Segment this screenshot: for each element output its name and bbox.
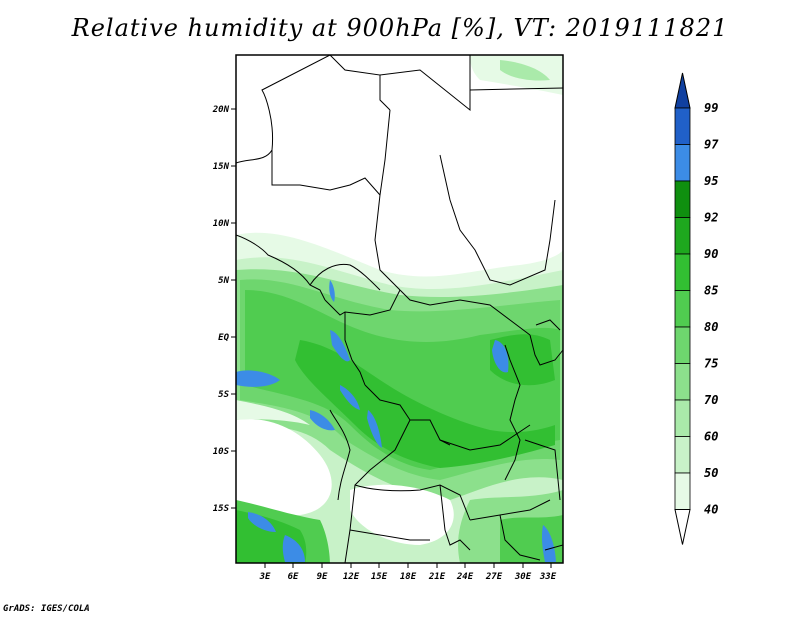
lon-label: 18E bbox=[400, 572, 417, 582]
lon-label: 3E bbox=[259, 572, 271, 582]
colorbar-label: 60 bbox=[704, 430, 718, 444]
colorbar-label: 40 bbox=[704, 503, 718, 517]
colorbar-label: 90 bbox=[704, 247, 718, 261]
lat-label: 5S bbox=[218, 390, 229, 400]
lat-label: 5N bbox=[218, 276, 229, 286]
lon-label: 15E bbox=[371, 572, 388, 582]
lon-label: 21E bbox=[428, 572, 446, 582]
colorbar-label: 85 bbox=[704, 284, 718, 298]
colorbar-segment bbox=[674, 363, 691, 401]
colorbar-segment bbox=[674, 180, 691, 218]
map-frame bbox=[235, 54, 564, 564]
lon-label: 30E bbox=[514, 572, 532, 582]
lat-label: 10S bbox=[213, 447, 230, 457]
colorbar: 99 97 95 92 90 85 80 75 70 60 50 40 bbox=[674, 72, 719, 545]
colorbar-segment bbox=[674, 144, 691, 182]
colorbar-label: 75 bbox=[704, 357, 718, 371]
colorbar-segment bbox=[674, 253, 691, 291]
colorbar-segment bbox=[674, 399, 691, 437]
latitude-labels: 20N 15N 10N 5N EQ 5S 10S 15S bbox=[212, 105, 230, 514]
longitude-labels: 3E 6E 9E 12E 15E 18E 21E 24E 27E 30E 33E bbox=[259, 572, 557, 582]
lon-label: 33E bbox=[539, 572, 557, 582]
credit-text: GrADS: IGES/COLA bbox=[3, 604, 90, 614]
colorbar-segment bbox=[674, 290, 691, 328]
colorbar-segment bbox=[674, 217, 691, 255]
colorbar-bottom-triangle bbox=[674, 509, 691, 545]
colorbar-label: 92 bbox=[704, 211, 718, 225]
lon-label: 24E bbox=[456, 572, 474, 582]
lat-label: EQ bbox=[218, 333, 229, 343]
humidity-field bbox=[236, 55, 563, 563]
colorbar-label: 95 bbox=[704, 174, 718, 188]
chart-title: Relative humidity at 900hPa [%], VT: 201… bbox=[71, 14, 729, 42]
colorbar-segment bbox=[674, 326, 691, 364]
colorbar-label: 70 bbox=[704, 393, 718, 407]
lat-label: 10N bbox=[213, 219, 230, 229]
lon-label: 27E bbox=[485, 572, 503, 582]
lon-label: 12E bbox=[343, 572, 360, 582]
lat-label: 15S bbox=[213, 504, 230, 514]
lon-label: 6E bbox=[288, 572, 299, 582]
lat-label: 15N bbox=[213, 162, 230, 172]
colorbar-top-triangle bbox=[674, 72, 691, 109]
colorbar-label: 80 bbox=[704, 320, 718, 334]
lon-label: 9E bbox=[317, 572, 328, 582]
country-borders bbox=[236, 55, 563, 563]
colorbar-label: 50 bbox=[704, 466, 718, 480]
axis-ticks bbox=[231, 108, 552, 568]
colorbar-label: 99 bbox=[704, 101, 718, 115]
colorbar-label: 97 bbox=[704, 138, 719, 152]
lat-label: 20N bbox=[212, 105, 230, 115]
colorbar-segment bbox=[674, 436, 691, 474]
colorbar-segment bbox=[674, 107, 691, 145]
colorbar-segment bbox=[674, 472, 691, 510]
